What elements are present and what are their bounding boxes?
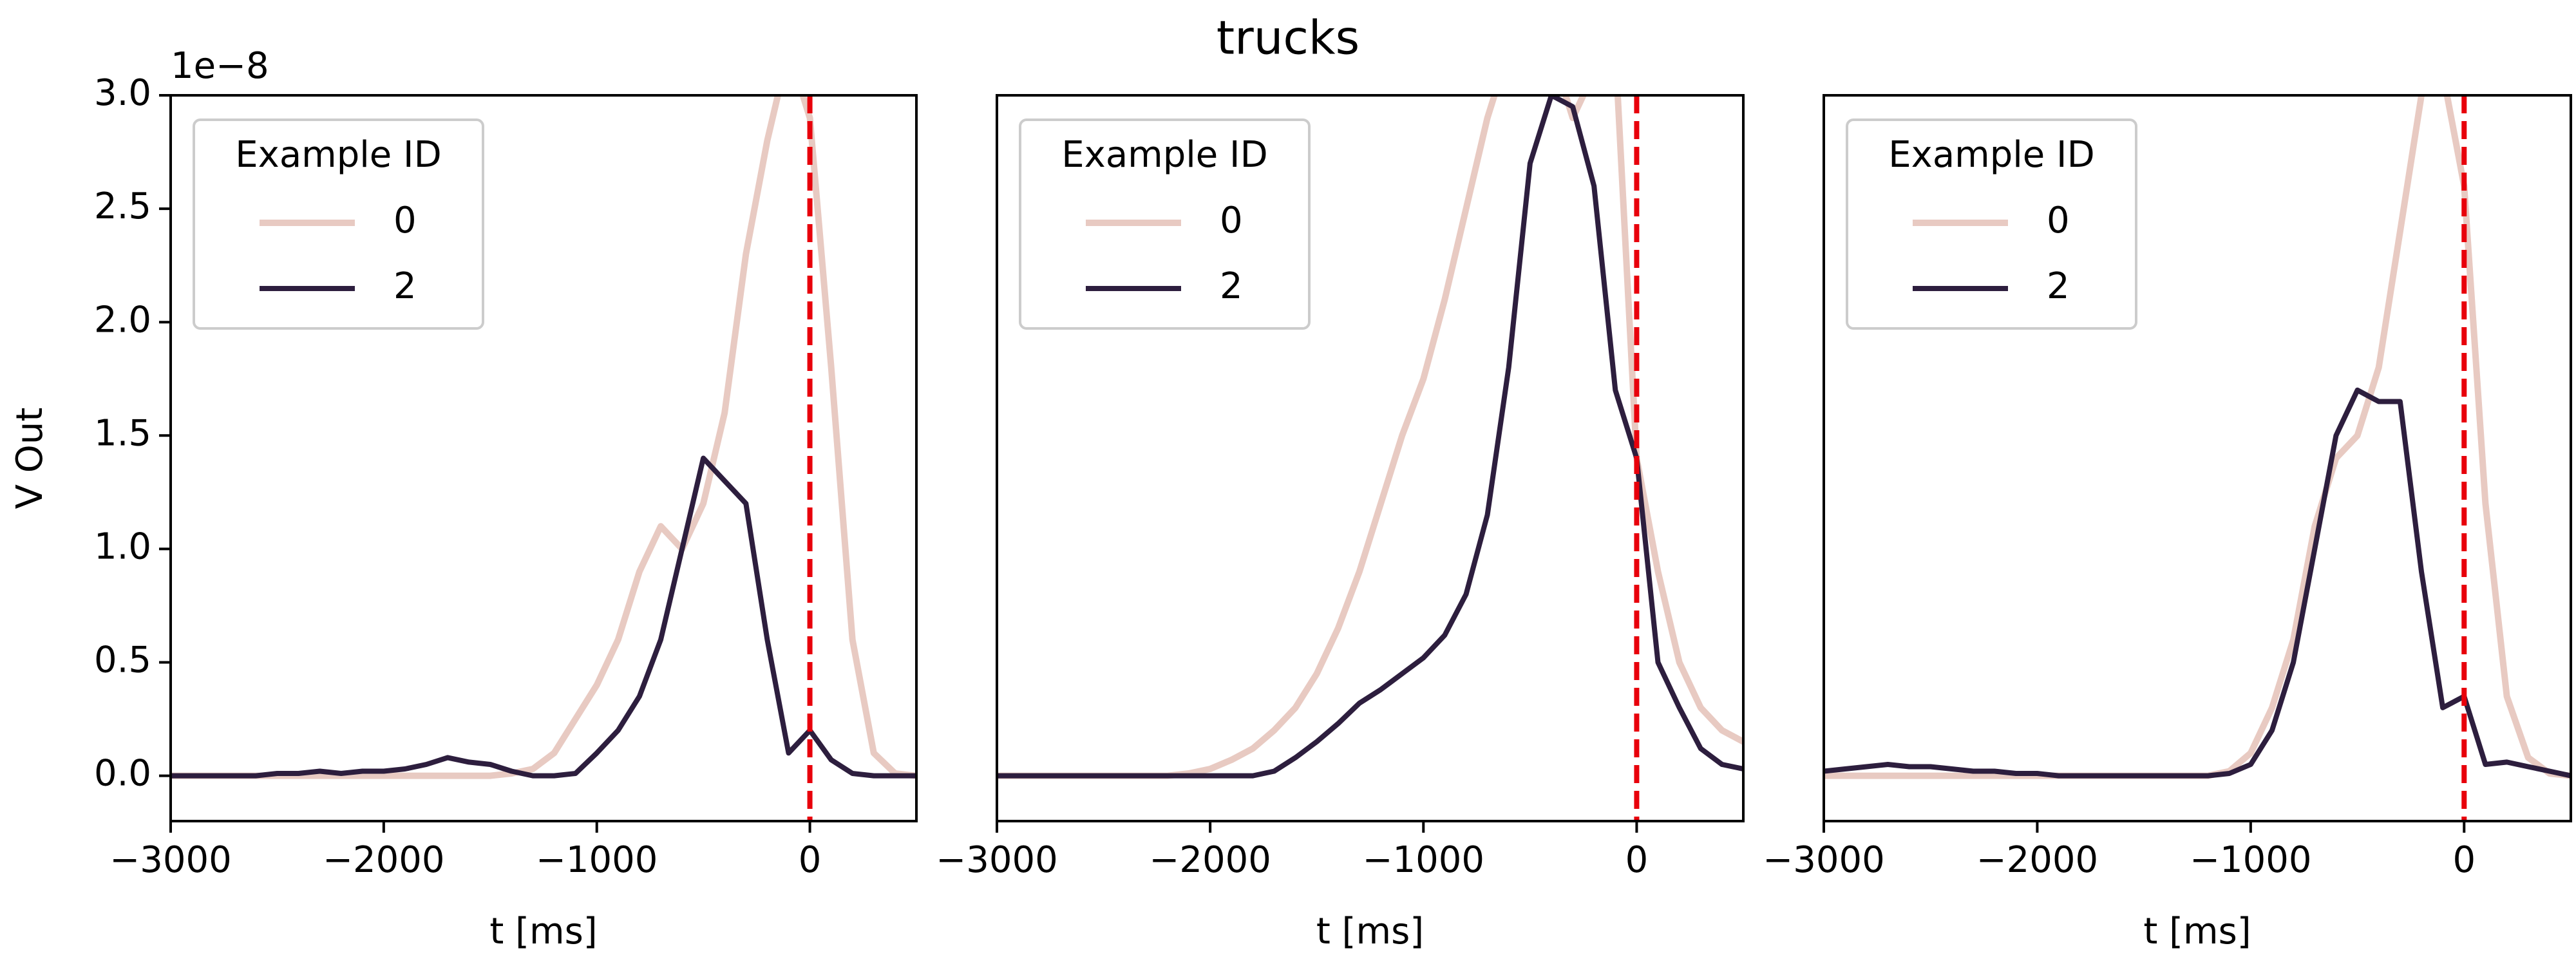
data-line — [1824, 387, 2571, 779]
x-tick-label: −3000 — [109, 839, 231, 881]
legend-title: Example ID — [235, 134, 441, 176]
y-tick-label: 0.0 — [94, 753, 151, 795]
x-tick-label: −1000 — [536, 839, 658, 881]
x-tick-label: −1000 — [2190, 839, 2311, 881]
y-tick-label: 2.0 — [94, 299, 151, 341]
legend-title: Example ID — [1888, 134, 2094, 176]
legend-label: 2 — [393, 265, 417, 307]
legend-label: 2 — [2047, 265, 2070, 307]
x-tick-label: −2000 — [1976, 839, 2098, 881]
legend-label: 0 — [393, 200, 417, 242]
axes-frame — [996, 94, 1745, 822]
axes-frame — [1823, 94, 2572, 822]
x-tick-label: 0 — [2452, 839, 2476, 881]
legend-title: Example ID — [1061, 134, 1267, 176]
x-tick-label: 0 — [799, 839, 822, 881]
x-tick-label: −1000 — [1363, 839, 1484, 881]
x-tick-label: 0 — [1625, 839, 1649, 881]
axes-frame — [169, 94, 918, 822]
y-tick-label: 1.5 — [94, 412, 151, 454]
legend-label: 0 — [2047, 200, 2070, 242]
x-tick-label: −2000 — [1149, 839, 1271, 881]
legend-label: 0 — [1220, 200, 1243, 242]
x-tick-label: −2000 — [323, 839, 444, 881]
x-axis-label: t [ms] — [1316, 911, 1424, 952]
y-tick-label: 1.0 — [94, 526, 151, 568]
legend-label: 2 — [1220, 265, 1243, 307]
y-tick-label: 0.5 — [94, 639, 151, 681]
x-tick-label: −3000 — [1763, 839, 1884, 881]
x-axis-label: t [ms] — [2143, 911, 2251, 952]
data-line — [171, 455, 916, 779]
y-tick-label: 3.0 — [94, 72, 151, 114]
figure-title: trucks — [1217, 11, 1359, 65]
x-tick-label: −3000 — [936, 839, 1057, 881]
y-offset-label: 1e−8 — [171, 45, 269, 87]
y-tick-label: 2.5 — [94, 185, 151, 227]
y-axis-label: V Out — [9, 408, 51, 509]
data-line — [997, 95, 1743, 779]
x-axis-label: t [ms] — [489, 911, 597, 952]
